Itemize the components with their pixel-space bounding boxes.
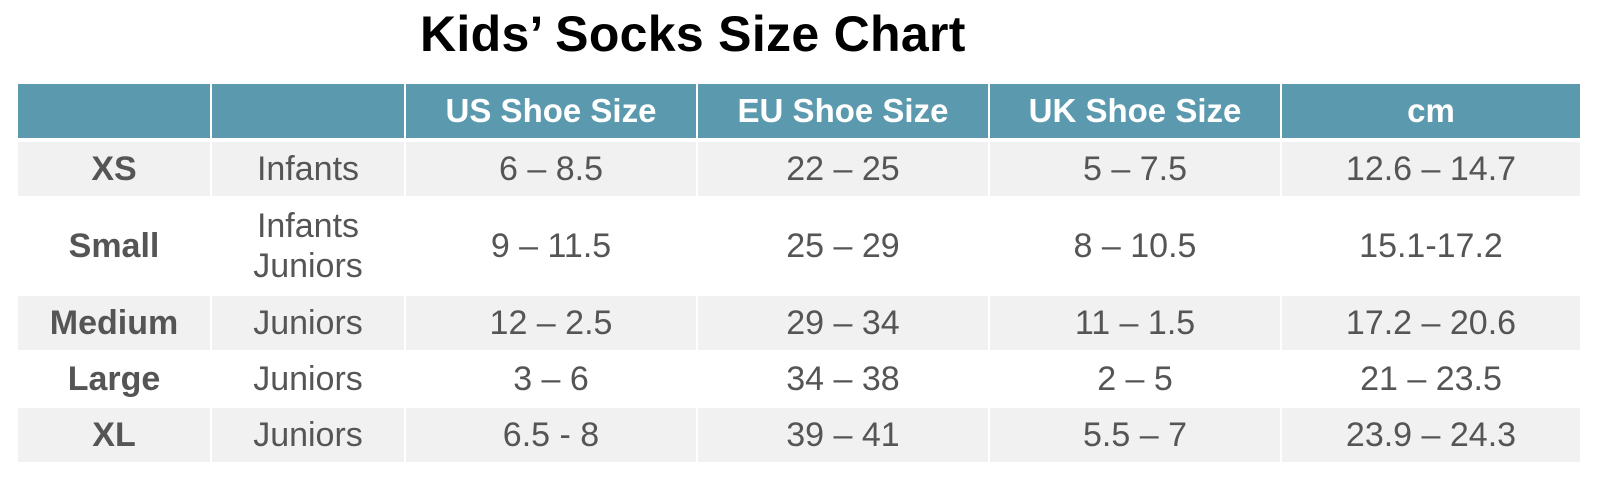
age-group-line: Juniors (253, 304, 363, 342)
size-label: Large (18, 352, 212, 408)
size-label: Small (18, 198, 212, 296)
table-row: XS Infants 6 – 8.5 22 – 25 5 – 7.5 12.6 … (18, 142, 1580, 198)
table-header-row: US Shoe Size EU Shoe Size UK Shoe Size c… (18, 84, 1580, 142)
table-row: Medium Juniors 12 – 2.5 29 – 34 11 – 1.5… (18, 296, 1580, 352)
header-eu-shoe-size: EU Shoe Size (698, 84, 990, 142)
table-row: XL Juniors 6.5 - 8 39 – 41 5.5 – 7 23.9 … (18, 408, 1580, 464)
header-uk-shoe-size: UK Shoe Size (990, 84, 1282, 142)
eu-size-cell: 29 – 34 (698, 296, 990, 352)
age-group-line: Juniors (253, 360, 363, 398)
eu-size-cell: 25 – 29 (698, 198, 990, 296)
header-size-cell (18, 84, 212, 142)
age-group: Infants (212, 142, 406, 198)
age-group-line: Infants (256, 150, 360, 188)
age-group-line: Infants (256, 207, 360, 245)
size-label: Medium (18, 296, 212, 352)
header-age-cell (212, 84, 406, 142)
header-cm: cm (1282, 84, 1580, 142)
age-group-line: Juniors (253, 247, 363, 285)
header-us-shoe-size: US Shoe Size (406, 84, 698, 142)
age-group: Juniors (212, 408, 406, 464)
us-size-cell: 6.5 - 8 (406, 408, 698, 464)
eu-size-cell: 34 – 38 (698, 352, 990, 408)
age-group: Juniors (212, 352, 406, 408)
page-title: Kids’ Socks Size Chart (420, 6, 966, 62)
uk-size-cell: 11 – 1.5 (990, 296, 1282, 352)
table-row: Large Juniors 3 – 6 34 – 38 2 – 5 21 – 2… (18, 352, 1580, 408)
size-label: XL (18, 408, 212, 464)
table-row: Small Infants Juniors 9 – 11.5 25 – 29 8… (18, 198, 1580, 296)
cm-cell: 15.1-17.2 (1282, 198, 1580, 296)
us-size-cell: 9 – 11.5 (406, 198, 698, 296)
size-label: XS (18, 142, 212, 198)
eu-size-cell: 22 – 25 (698, 142, 990, 198)
age-group: Juniors (212, 296, 406, 352)
age-group-line: Juniors (253, 416, 363, 454)
cm-cell: 17.2 – 20.6 (1282, 296, 1580, 352)
cm-cell: 23.9 – 24.3 (1282, 408, 1580, 464)
cm-cell: 21 – 23.5 (1282, 352, 1580, 408)
us-size-cell: 3 – 6 (406, 352, 698, 408)
uk-size-cell: 2 – 5 (990, 352, 1282, 408)
size-chart-table: US Shoe Size EU Shoe Size UK Shoe Size c… (18, 84, 1580, 464)
age-group: Infants Juniors (212, 198, 406, 296)
us-size-cell: 6 – 8.5 (406, 142, 698, 198)
us-size-cell: 12 – 2.5 (406, 296, 698, 352)
cm-cell: 12.6 – 14.7 (1282, 142, 1580, 198)
uk-size-cell: 5 – 7.5 (990, 142, 1282, 198)
eu-size-cell: 39 – 41 (698, 408, 990, 464)
uk-size-cell: 5.5 – 7 (990, 408, 1282, 464)
uk-size-cell: 8 – 10.5 (990, 198, 1282, 296)
